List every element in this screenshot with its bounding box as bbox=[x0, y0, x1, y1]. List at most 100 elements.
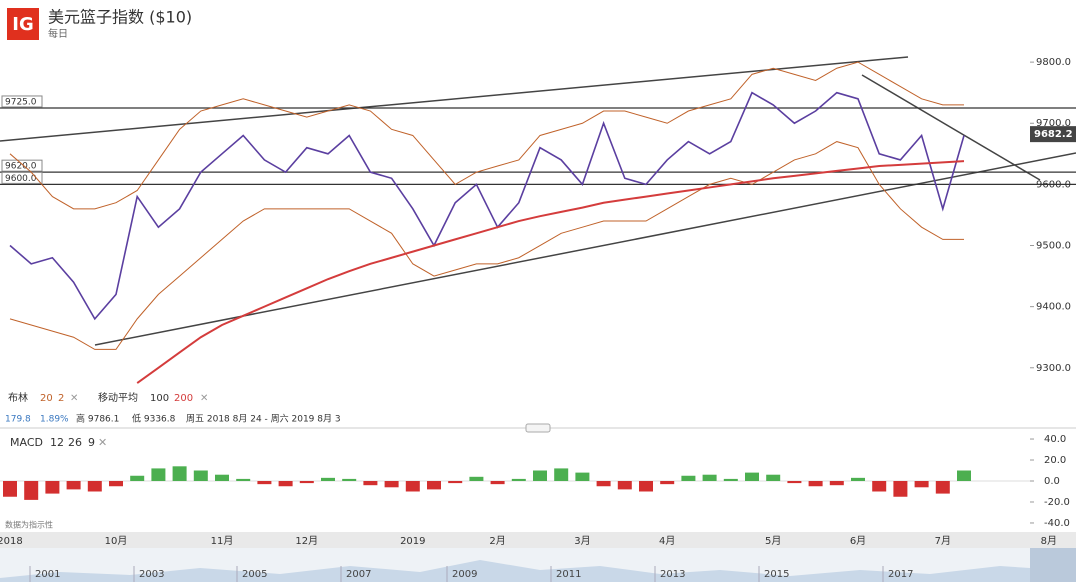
macd-bar bbox=[681, 475, 696, 481]
remove-icon[interactable]: ✕ bbox=[70, 393, 78, 404]
y-tick-label: 9500.0 bbox=[1036, 241, 1071, 252]
macd-bar bbox=[172, 466, 187, 481]
navigator-label: 2017 bbox=[888, 569, 913, 580]
level-label-box bbox=[1, 171, 43, 184]
navigator-window[interactable] bbox=[1030, 548, 1076, 582]
navigator-label: 2007 bbox=[346, 569, 371, 580]
macd-bar bbox=[405, 481, 420, 492]
change-pct: 1.89% bbox=[40, 415, 69, 425]
macd-bar bbox=[533, 470, 547, 481]
macd-bar bbox=[575, 472, 590, 481]
resize-handle[interactable] bbox=[525, 423, 551, 433]
indicator-line bbox=[9, 61, 964, 210]
chart-title: 美元篮子指数 ($10) bbox=[48, 8, 192, 27]
indicator-line bbox=[136, 160, 965, 384]
navigator-area bbox=[0, 560, 1030, 582]
remove-icon[interactable]: ✕ bbox=[200, 393, 208, 404]
indicator-param: 100 bbox=[150, 393, 169, 404]
y-tick-label: -40.0 bbox=[1044, 518, 1070, 529]
navigator-label: 2011 bbox=[556, 569, 581, 580]
logo-box bbox=[7, 8, 39, 40]
macd-bar bbox=[257, 481, 272, 485]
indicator-param: 2 bbox=[58, 393, 64, 404]
macd-bar bbox=[236, 478, 251, 481]
navigator-label: 2005 bbox=[242, 569, 267, 580]
chart-subtitle: 每日 bbox=[48, 27, 68, 40]
level-label-box bbox=[1, 159, 43, 172]
trend-line bbox=[94, 152, 1076, 346]
level-label: 9600.0 bbox=[5, 174, 37, 184]
macd-bar bbox=[427, 481, 441, 490]
logo: IG bbox=[12, 14, 33, 35]
macd-bar bbox=[723, 478, 738, 481]
macd-bar bbox=[745, 472, 759, 481]
macd-bar bbox=[278, 481, 293, 487]
macd-bar bbox=[702, 474, 717, 481]
macd-bar bbox=[342, 478, 357, 481]
macd-bar bbox=[45, 481, 60, 494]
level-label: 9725.0 bbox=[5, 97, 37, 107]
macd-bar bbox=[957, 470, 971, 481]
macd-bar bbox=[808, 481, 823, 487]
macd-param: 12 bbox=[50, 436, 64, 449]
x-tick-label: 4月 bbox=[659, 535, 675, 547]
macd-bar bbox=[851, 477, 865, 481]
x-tick-label: 2018 bbox=[0, 536, 23, 547]
navigator-label: 2009 bbox=[452, 569, 477, 580]
indicator-name: 布林 bbox=[8, 391, 28, 404]
x-tick-label: 6月 bbox=[850, 535, 866, 547]
x-tick-label: 7月 bbox=[935, 535, 951, 547]
trend-line bbox=[861, 74, 1041, 181]
indicator-param: 200 bbox=[174, 393, 193, 404]
x-tick-label: 2月 bbox=[489, 535, 505, 547]
x-tick-label: 10月 bbox=[105, 535, 128, 547]
macd-bar bbox=[511, 478, 526, 481]
remove-icon[interactable]: ✕ bbox=[98, 436, 107, 449]
navigator-label: 2003 bbox=[139, 569, 164, 580]
macd-bar bbox=[639, 481, 653, 492]
navigator-label: 2015 bbox=[764, 569, 789, 580]
macd-bar bbox=[215, 474, 229, 481]
change: 179.8 bbox=[5, 415, 31, 425]
note: 数据为指示性 bbox=[5, 520, 53, 530]
y-tick-label: 9300.0 bbox=[1036, 363, 1071, 374]
macd-bar bbox=[384, 481, 399, 488]
x-axis-bar bbox=[0, 532, 1076, 548]
y-tick-label: 0.0 bbox=[1044, 476, 1060, 487]
macd-bar bbox=[321, 477, 335, 481]
macd-bar bbox=[766, 474, 781, 481]
macd-bar bbox=[617, 481, 632, 490]
macd-bar bbox=[3, 481, 17, 497]
indicator-name: 移动平均 bbox=[98, 391, 138, 404]
macd-bar bbox=[935, 481, 950, 494]
macd-bar bbox=[193, 470, 208, 481]
y-tick-label: 40.0 bbox=[1044, 434, 1066, 445]
y-tick-label: 9800.0 bbox=[1036, 57, 1071, 68]
y-tick-label: 20.0 bbox=[1044, 455, 1066, 466]
macd-bar bbox=[151, 468, 166, 481]
x-tick-label: 5月 bbox=[765, 535, 781, 547]
level-label: 9620.0 bbox=[5, 162, 37, 172]
macd-bar bbox=[87, 481, 102, 492]
macd-bar bbox=[448, 481, 463, 484]
indicator-param: 20 bbox=[40, 393, 53, 404]
macd-title: MACD bbox=[10, 436, 43, 449]
macd-bar bbox=[109, 481, 123, 487]
macd-bar bbox=[469, 476, 484, 481]
low: 低 9336.8 bbox=[132, 413, 176, 425]
x-tick-label: 12月 bbox=[295, 535, 318, 547]
macd-bar bbox=[660, 481, 675, 485]
trend-line bbox=[0, 56, 909, 142]
high: 高 9786.1 bbox=[76, 413, 119, 425]
y-tick-label: 9400.0 bbox=[1036, 302, 1071, 313]
macd-bar bbox=[554, 468, 569, 481]
macd-bar bbox=[596, 481, 611, 487]
macd-bar bbox=[914, 481, 929, 488]
macd-param: 9 bbox=[88, 436, 95, 449]
macd-bar bbox=[787, 481, 802, 484]
level-label-box bbox=[1, 95, 43, 108]
x-tick-label: 8月 bbox=[1041, 535, 1057, 547]
indicator-line bbox=[9, 141, 964, 350]
macd-bar bbox=[490, 481, 505, 485]
